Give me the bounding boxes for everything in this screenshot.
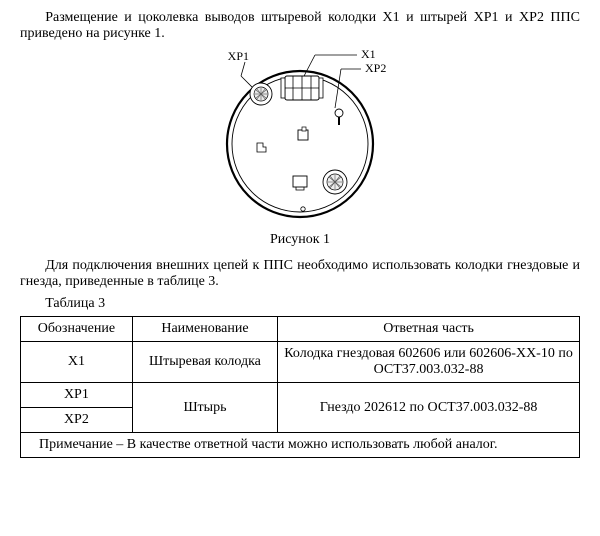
table-row: XP1 Штырь Гнездо 202612 по ОСТ37.003.032… xyxy=(21,383,580,408)
cell-x1-cp: Колодка гнездовая 602606 или 602606-ХХ-1… xyxy=(278,342,580,383)
th-counterpart: Ответная часть xyxy=(278,317,580,342)
screw-lr xyxy=(323,170,347,194)
label-xp2: XP2 xyxy=(365,61,386,75)
table-header-row: Обозначение Наименование Ответная часть xyxy=(21,317,580,342)
label-x1: X1 xyxy=(361,48,376,61)
screw-xp1 xyxy=(250,83,272,105)
cell-x1-nm: Штыревая колодка xyxy=(132,342,277,383)
table-3: Обозначение Наименование Ответная часть … xyxy=(20,316,580,458)
document-page: Размещение и цоколевка выводов штыревой … xyxy=(0,0,600,468)
figure-1: XP1 X1 XP2 xyxy=(20,48,580,228)
cell-xp-nm: Штырь xyxy=(132,383,277,433)
connector-diagram: XP1 X1 XP2 xyxy=(185,48,415,223)
table-row: X1 Штыревая колодка Колодка гнездовая 60… xyxy=(21,342,580,383)
pin-xp2 xyxy=(335,109,343,125)
intro-paragraph: Размещение и цоколевка выводов штыревой … xyxy=(20,10,580,42)
table-note-row: Примечание – В качестве ответной части м… xyxy=(21,433,580,458)
detail-bottom xyxy=(293,176,307,190)
cell-xp-cp: Гнездо 202612 по ОСТ37.003.032-88 xyxy=(278,383,580,433)
detail-left xyxy=(257,143,266,152)
cell-xp1: XP1 xyxy=(21,383,133,408)
detail-square xyxy=(298,127,308,140)
th-designation: Обозначение xyxy=(21,317,133,342)
cell-xp2: XP2 xyxy=(21,408,133,433)
table-note: Примечание – В качестве ответной части м… xyxy=(21,433,580,458)
th-name: Наименование xyxy=(132,317,277,342)
cell-x1: X1 xyxy=(21,342,133,383)
paragraph-2: Для подключения внешних цепей к ППС необ… xyxy=(20,258,580,290)
table3-caption: Таблица 3 xyxy=(20,296,580,312)
figure-caption: Рисунок 1 xyxy=(20,232,580,248)
label-xp1: XP1 xyxy=(228,49,249,63)
connector-x1 xyxy=(281,76,323,100)
